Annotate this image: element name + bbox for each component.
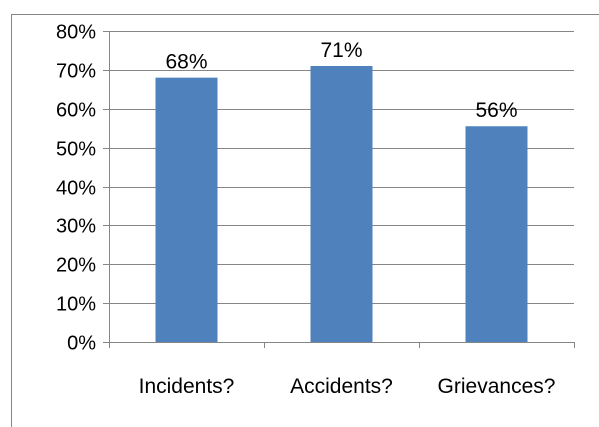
data-label: 68%	[165, 51, 207, 74]
labels-layer: 0% 10% 20% 30% 40% 50% 60% 70% 80% 68% Incidents? 7…	[56, 22, 555, 399]
x-category-label: Incidents?	[139, 375, 235, 398]
y-tick-label: 50%	[56, 139, 96, 161]
data-label: 71%	[320, 39, 362, 62]
y-tick-label: 0%	[67, 333, 96, 355]
y-tick-label: 80%	[56, 22, 96, 44]
bars-layer	[155, 65, 528, 343]
y-tick-label: 40%	[56, 178, 96, 200]
bar-accidents	[310, 65, 373, 343]
y-tick-label: 10%	[56, 294, 96, 316]
bar-grievances	[465, 126, 528, 343]
x-category-label: Grievances?	[438, 375, 556, 398]
y-tick-label: 70%	[56, 61, 96, 83]
y-tick-label: 60%	[56, 100, 96, 122]
y-tick-label: 30%	[56, 216, 96, 238]
data-label: 56%	[475, 99, 517, 122]
y-tick-label: 20%	[56, 255, 96, 277]
bar-incidents	[155, 77, 218, 343]
x-category-label: Accidents?	[290, 375, 393, 398]
axes-layer	[103, 31, 575, 348]
